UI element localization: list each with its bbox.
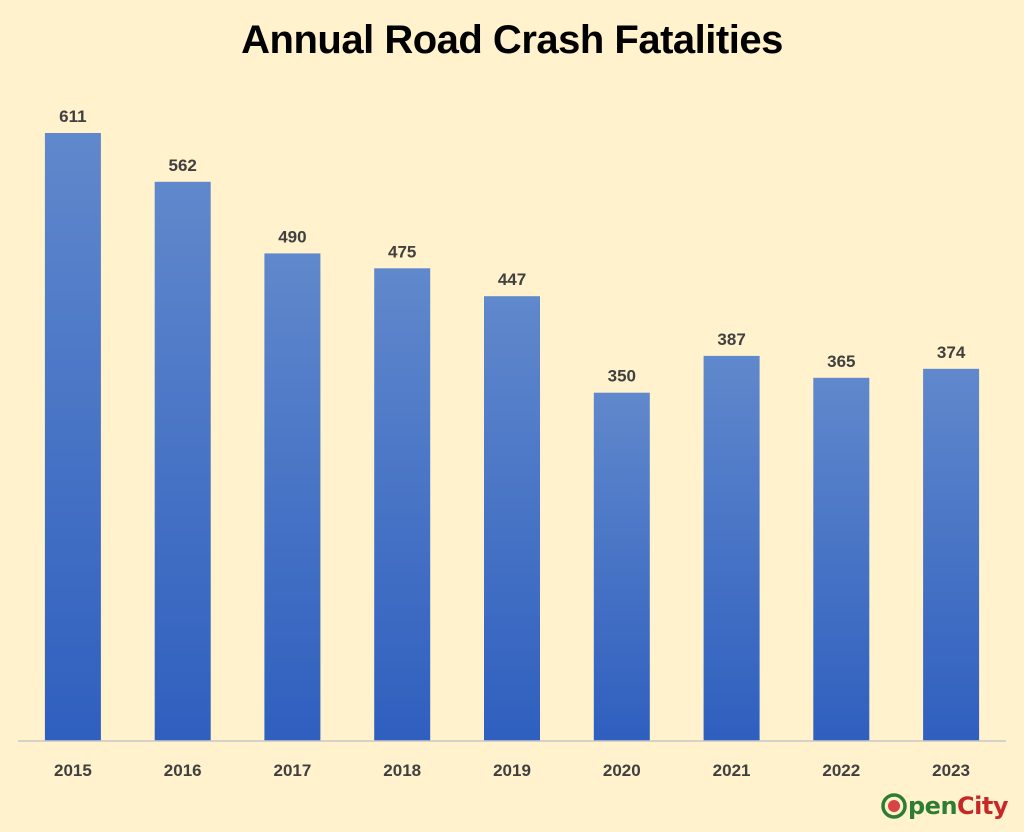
x-tick-label-2020: 2020 — [603, 761, 641, 780]
data-label-2016: 562 — [169, 156, 197, 175]
bar-2019 — [484, 296, 540, 741]
data-label-2023: 374 — [937, 343, 966, 362]
data-labels-layer: 611 562 490 475 447 350 387 365 374 — [59, 107, 966, 386]
bar-2016 — [154, 181, 211, 742]
bar-2021 — [703, 355, 760, 741]
data-label-2019: 447 — [498, 270, 526, 289]
x-tick-label-2016: 2016 — [164, 761, 202, 780]
x-tick-label-2021: 2021 — [713, 761, 751, 780]
bar-2020 — [593, 392, 650, 741]
x-tick-label-2023: 2023 — [932, 761, 970, 780]
x-tick-label-2022: 2022 — [822, 761, 860, 780]
x-tick-label-2017: 2017 — [273, 761, 311, 780]
chart-title: Annual Road Crash Fatalities — [241, 18, 783, 62]
x-tick-label-2019: 2019 — [493, 761, 531, 780]
opencity-logo: penCity — [881, 792, 1008, 820]
x-tick-labels-layer: 2015 2016 2017 2018 2019 2020 2021 2022 2023 — [54, 761, 970, 780]
opencity-logo-text: penCity — [907, 792, 1009, 820]
bar-2023 — [923, 368, 980, 741]
bars-layer — [44, 133, 980, 742]
data-label-2015: 611 — [59, 107, 86, 126]
data-label-2021: 387 — [717, 330, 745, 349]
opencity-logo-icon — [881, 793, 907, 819]
bar-2018 — [374, 268, 431, 741]
data-label-2020: 350 — [608, 367, 636, 386]
bar-2017 — [264, 253, 321, 741]
x-tick-label-2015: 2015 — [54, 761, 92, 780]
data-label-2022: 365 — [827, 352, 855, 371]
data-label-2017: 490 — [278, 227, 306, 246]
bar-2015 — [44, 133, 101, 741]
bar-2022 — [813, 377, 870, 741]
data-label-2018: 475 — [388, 242, 416, 261]
x-tick-label-2018: 2018 — [383, 761, 421, 780]
